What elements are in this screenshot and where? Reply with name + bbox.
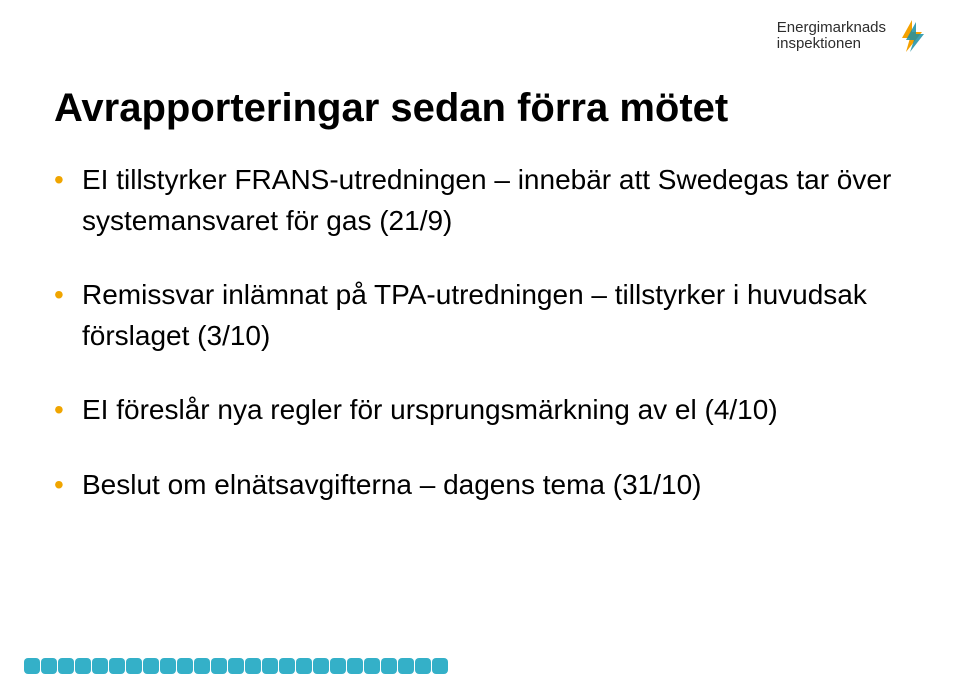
footer-square	[279, 658, 295, 674]
footer-square	[432, 658, 448, 674]
footer-square	[194, 658, 210, 674]
footer-square	[347, 658, 363, 674]
footer-square	[109, 658, 125, 674]
footer-square	[126, 658, 142, 674]
footer-square	[228, 658, 244, 674]
footer-square	[58, 658, 74, 674]
logo-text: Energimarknads inspektionen	[777, 20, 886, 53]
footer-square	[296, 658, 312, 674]
footer-square	[398, 658, 414, 674]
footer-square	[381, 658, 397, 674]
bullet-list: EI tillstyrker FRANS-utredningen – inneb…	[54, 160, 906, 540]
logo-line2: inspektionen	[777, 36, 886, 53]
page-title: Avrapporteringar sedan förra mötet	[54, 86, 728, 131]
logo-line1: Energimarknads	[777, 20, 886, 37]
footer-square	[415, 658, 431, 674]
footer-square	[330, 658, 346, 674]
footer-square	[92, 658, 108, 674]
list-item: EI föreslår nya regler för ursprungsmärk…	[54, 390, 906, 431]
footer-square	[143, 658, 159, 674]
list-item: Beslut om elnätsavgifterna – dagens tema…	[54, 465, 906, 506]
lightning-icon	[894, 18, 930, 54]
footer-squares	[24, 658, 449, 674]
footer-square	[24, 658, 40, 674]
footer-square	[75, 658, 91, 674]
logo: Energimarknads inspektionen	[777, 18, 930, 54]
slide: Energimarknads inspektionen Avrapporteri…	[0, 0, 960, 696]
footer-square	[177, 658, 193, 674]
footer-square	[211, 658, 227, 674]
footer-square	[364, 658, 380, 674]
list-item: EI tillstyrker FRANS-utredningen – inneb…	[54, 160, 906, 241]
footer-square	[160, 658, 176, 674]
footer-square	[313, 658, 329, 674]
footer-square	[41, 658, 57, 674]
list-item: Remissvar inlämnat på TPA-utredningen – …	[54, 275, 906, 356]
footer-square	[245, 658, 261, 674]
footer-square	[262, 658, 278, 674]
